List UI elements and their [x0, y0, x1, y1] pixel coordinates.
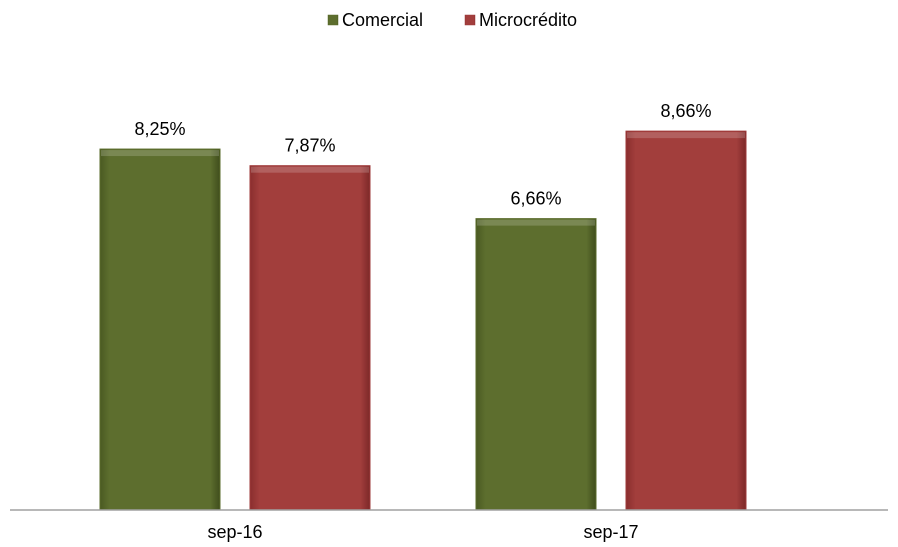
bar-bevel-microcredito-sep-16 — [251, 166, 369, 173]
legend: Comercial Microcrédito — [327, 10, 577, 30]
data-labels-group: 8,25% 7,87% 6,66% 8,66% — [134, 101, 711, 209]
x-tick-label-sep-16: sep-16 — [207, 522, 262, 542]
x-tick-label-sep-17: sep-17 — [583, 522, 638, 542]
data-label-comercial-sep-17: 6,66% — [510, 189, 561, 209]
bar-comercial-sep-16 — [99, 148, 221, 511]
legend-swatch-microcredito — [464, 14, 476, 26]
bars-group — [99, 130, 747, 511]
data-label-comercial-sep-16: 8,25% — [134, 119, 185, 139]
data-label-microcredito-sep-17: 8,66% — [660, 101, 711, 121]
legend-label-microcredito: Microcrédito — [479, 10, 577, 30]
bar-bevel-comercial-sep-17 — [477, 219, 595, 226]
bar-comercial-sep-17 — [475, 218, 597, 511]
bar-bevel-microcredito-sep-17 — [627, 132, 745, 139]
legend-label-comercial: Comercial — [342, 10, 423, 30]
bar-bevel-comercial-sep-16 — [101, 150, 219, 157]
bar-microcredito-sep-16 — [249, 165, 371, 511]
data-label-microcredito-sep-16: 7,87% — [284, 136, 335, 156]
legend-swatch-comercial — [327, 14, 339, 26]
bar-microcredito-sep-17 — [625, 130, 747, 511]
x-tick-labels-group: sep-16 sep-17 — [207, 522, 638, 542]
